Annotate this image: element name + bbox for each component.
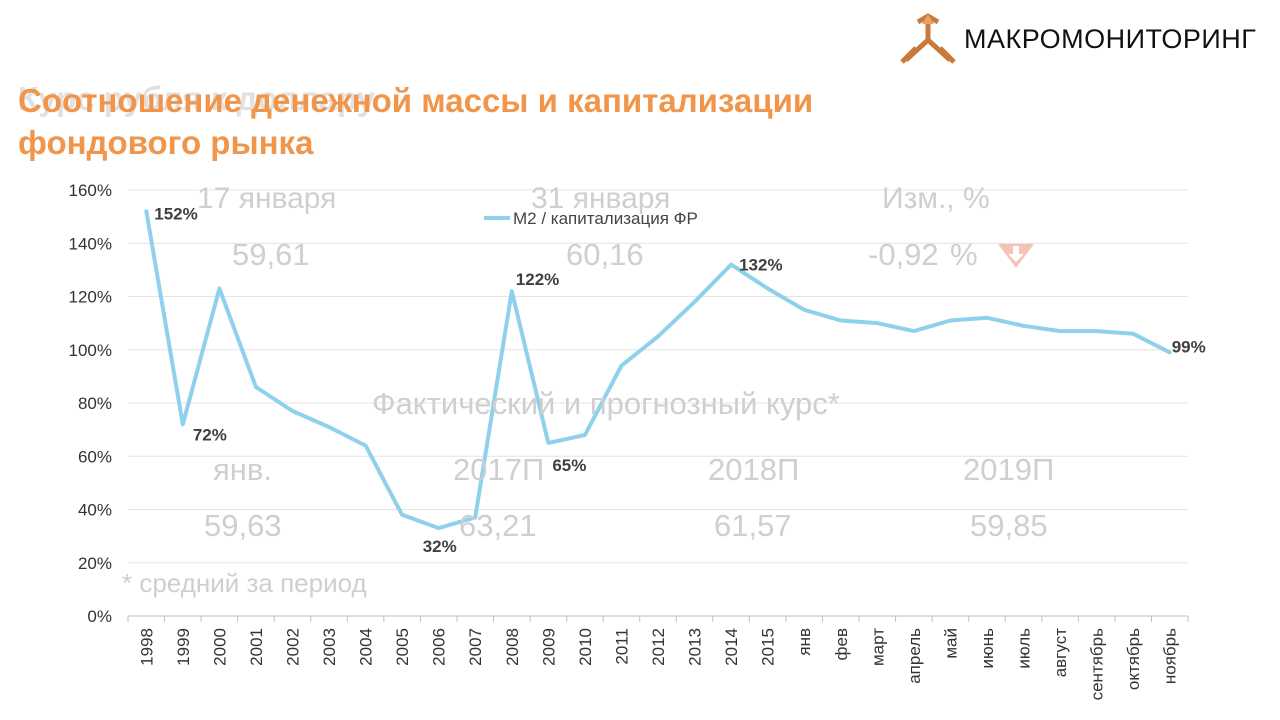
legend: M2 / капитализация ФР — [484, 209, 698, 228]
data-labels: 152% 72% 32% 122% 65% 132% 99% — [154, 204, 1205, 556]
ghost-footnote: * средний за период — [122, 568, 367, 598]
title-shadow-text: Курс рубля к доллару — [18, 80, 376, 117]
x-tick-label: 1998 — [137, 628, 156, 666]
y-tick-label: 120% — [69, 288, 112, 307]
x-tick-label: апрель — [905, 628, 924, 684]
logo-mark-icon — [900, 13, 956, 64]
x-tick-label: сентябрь — [1088, 628, 1107, 701]
x-tick-label: ноябрь — [1161, 628, 1180, 684]
ghost-period-value-4: 59,85 — [970, 508, 1048, 543]
y-tick-label: 0% — [87, 607, 112, 626]
ghost-period-2: 2017П — [453, 452, 545, 487]
ghost-period-4: 2019П — [963, 452, 1055, 487]
y-tick-label: 80% — [78, 394, 112, 413]
y-axis: 0% 20% 40% 60% 80% 100% 120% 140% 160% — [69, 181, 112, 626]
x-tick-label: июль — [1015, 628, 1034, 669]
x-tick-label: март — [868, 628, 887, 666]
y-tick-label: 20% — [78, 554, 112, 573]
ghost-course-label: Фактический и прогнозный курс* — [372, 386, 840, 421]
x-tick-label: 2000 — [210, 628, 229, 666]
data-label: 65% — [552, 456, 586, 475]
x-tick-label: август — [1051, 628, 1070, 677]
down-arrow-icon — [998, 244, 1034, 268]
x-tick-label: янв — [795, 628, 814, 656]
y-tick-label: 40% — [78, 501, 112, 520]
ghost-date-1: 17 января — [197, 182, 337, 215]
logo-text: МАКРОМОНИТОРИНГ — [964, 24, 1257, 54]
x-tick-label: 2007 — [466, 628, 485, 666]
ghost-value-2: 60,16 — [566, 237, 644, 272]
x-tick-label: 2002 — [283, 628, 302, 666]
x-tick-label: 2008 — [503, 628, 522, 666]
series-line — [144, 209, 1172, 531]
data-label: 32% — [423, 537, 457, 556]
x-tick-label: 2014 — [722, 628, 741, 666]
x-axis: 1998 1999 2000 2001 2002 2003 2004 2005 2006 2007… — [127, 615, 1189, 701]
x-tick-label: 2006 — [430, 628, 449, 666]
x-tick-label: 2012 — [649, 628, 668, 666]
ghost-period-3: 2018П — [708, 452, 800, 487]
data-label: 152% — [154, 204, 197, 223]
y-tick-label: 60% — [78, 447, 112, 466]
x-tick-label: 1999 — [174, 628, 193, 666]
page-title: Соотношение денежной массы и капитализац… — [18, 82, 814, 119]
x-tick-label: 2010 — [576, 628, 595, 666]
legend-entry: M2 / капитализация ФР — [513, 209, 698, 228]
data-label: 72% — [193, 425, 227, 444]
grid — [128, 189, 1188, 564]
ghost-period-value-3: 61,57 — [714, 508, 792, 543]
x-tick-label: 2005 — [393, 628, 412, 666]
ghost-period-1: янв. — [213, 452, 272, 487]
data-label: 99% — [1172, 337, 1206, 356]
x-tick-label: фев — [832, 628, 851, 660]
data-label: 132% — [739, 256, 782, 275]
y-tick-label: 140% — [69, 234, 112, 253]
ghost-period-value-2: 63,21 — [459, 508, 537, 543]
x-tick-label: 2011 — [612, 628, 631, 665]
x-tick-label: 2003 — [320, 628, 339, 666]
x-tick-label: 2015 — [759, 628, 778, 666]
ghost-change-value: -0,92 — [868, 237, 939, 272]
data-label: 122% — [516, 270, 559, 289]
x-tick-label: 2004 — [357, 628, 376, 666]
x-tick-label: июнь — [978, 628, 997, 669]
y-tick-label: 160% — [69, 181, 112, 200]
page-title-line2: фондового рынка — [18, 124, 314, 161]
x-tick-label: октябрь — [1124, 628, 1143, 690]
x-tick-label: 2013 — [686, 628, 705, 666]
x-tick-label: 2001 — [247, 628, 266, 666]
y-tick-label: 100% — [69, 341, 112, 360]
ghost-change-unit: % — [950, 237, 978, 272]
x-tick-label: 2009 — [539, 628, 558, 666]
ghost-date-2: 31 января — [531, 182, 671, 215]
ghost-change-label: Изм., % — [882, 182, 990, 215]
ghost-period-value-1: 59,63 — [204, 508, 282, 543]
logo: МАКРОМОНИТОРИНГ — [898, 12, 1268, 66]
ghost-value-1: 59,61 — [232, 237, 310, 272]
x-tick-label: май — [941, 628, 960, 659]
series — [144, 209, 1172, 531]
